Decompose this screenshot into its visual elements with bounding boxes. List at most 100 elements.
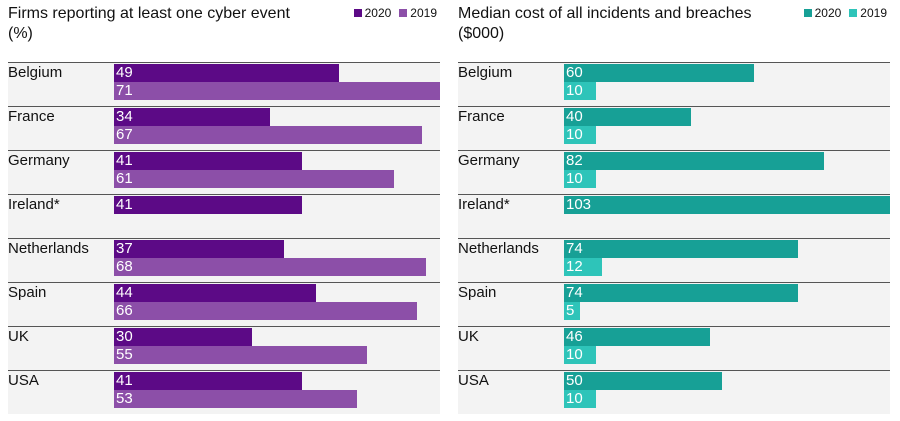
data-label: 10 bbox=[566, 346, 583, 363]
legend-swatch-2019 bbox=[849, 9, 858, 17]
chart-row-germany: Germany 41 61 bbox=[8, 150, 440, 194]
chart-row-usa: USA 41 53 bbox=[8, 370, 440, 414]
data-label: 10 bbox=[566, 390, 583, 407]
bar-2019-uk: 55 bbox=[114, 346, 367, 364]
data-label: 68 bbox=[116, 258, 133, 275]
category-label: USA bbox=[8, 372, 39, 389]
data-label: 10 bbox=[566, 82, 583, 99]
bar-2019-belgium: 71 bbox=[114, 82, 440, 100]
chart-row-germany: Germany 82 10 bbox=[458, 150, 890, 194]
bar-2019-uk: 10 bbox=[564, 346, 596, 364]
category-label: Netherlands bbox=[8, 240, 89, 257]
category-label: Ireland* bbox=[8, 196, 60, 213]
chart-row-spain: Spain 44 66 bbox=[8, 282, 440, 326]
data-label: 37 bbox=[116, 240, 133, 257]
chart-row-ireland: Ireland* 41 bbox=[8, 194, 440, 238]
data-label: 12 bbox=[566, 258, 583, 275]
data-label: 74 bbox=[566, 240, 583, 257]
chart-row-netherlands: Netherlands 74 12 bbox=[458, 238, 890, 282]
bar-2020-netherlands: 74 bbox=[564, 240, 798, 258]
bar-2019-usa: 10 bbox=[564, 390, 596, 408]
chart-title: Median cost of all incidents and breache… bbox=[458, 5, 752, 42]
bar-2020-uk: 46 bbox=[564, 328, 710, 346]
bar-2020-ireland: 103 bbox=[564, 196, 890, 214]
legend-swatch-2020 bbox=[353, 9, 362, 17]
bar-2020-usa: 41 bbox=[114, 372, 302, 390]
data-label: 46 bbox=[566, 328, 583, 345]
data-label: 60 bbox=[566, 64, 583, 81]
chart-panel-2: Median cost of all incidents and breache… bbox=[458, 0, 890, 421]
category-label: Spain bbox=[458, 284, 497, 301]
data-label: 50 bbox=[566, 372, 583, 389]
data-label: 103 bbox=[566, 196, 592, 213]
category-label: UK bbox=[8, 328, 29, 345]
data-label: 61 bbox=[116, 170, 133, 187]
data-label: 10 bbox=[566, 126, 583, 143]
bar-2020-usa: 50 bbox=[564, 372, 722, 390]
category-label: USA bbox=[458, 372, 489, 389]
bar-2019-germany: 10 bbox=[564, 170, 596, 188]
data-label: 30 bbox=[116, 328, 133, 345]
chart-row-france: France 34 67 bbox=[8, 106, 440, 150]
chart-row-netherlands: Netherlands 37 68 bbox=[8, 238, 440, 282]
bar-2020-germany: 41 bbox=[114, 152, 302, 170]
chart-row-ireland: Ireland* 103 bbox=[458, 194, 890, 238]
data-label: 44 bbox=[116, 284, 133, 301]
bar-2019-belgium: 10 bbox=[564, 82, 596, 100]
category-label: Belgium bbox=[8, 64, 63, 81]
bar-2019-netherlands: 68 bbox=[114, 258, 426, 276]
category-label: France bbox=[8, 108, 55, 125]
bar-2019-spain: 5 bbox=[564, 302, 580, 320]
data-label: 49 bbox=[116, 64, 133, 81]
bar-2020-germany: 82 bbox=[564, 152, 824, 170]
data-label: 66 bbox=[116, 302, 133, 319]
legend-label-2020: 2020 bbox=[814, 6, 842, 20]
bar-2019-france: 10 bbox=[564, 126, 596, 144]
bar-2019-netherlands: 12 bbox=[564, 258, 602, 276]
bar-2020-spain: 74 bbox=[564, 284, 798, 302]
bar-2019-france: 67 bbox=[114, 126, 422, 144]
data-label: 40 bbox=[566, 108, 583, 125]
category-label: Netherlands bbox=[458, 240, 539, 257]
category-label: Ireland* bbox=[458, 196, 510, 213]
bar-2019-germany: 61 bbox=[114, 170, 394, 188]
bar-2020-france: 40 bbox=[564, 108, 691, 126]
category-label: Germany bbox=[458, 152, 520, 169]
data-label: 41 bbox=[116, 152, 133, 169]
bar-2020-belgium: 60 bbox=[564, 64, 754, 82]
chart-row-belgium: Belgium 49 71 bbox=[8, 62, 440, 106]
chart-title: Firms reporting at least one cyber event… bbox=[8, 5, 290, 42]
chart-row-belgium: Belgium 60 10 bbox=[458, 62, 890, 106]
data-label: 53 bbox=[116, 390, 133, 407]
chart-legend: 2020 2019 bbox=[802, 6, 890, 20]
category-label: Germany bbox=[8, 152, 70, 169]
data-label: 10 bbox=[566, 170, 583, 187]
legend-swatch-2020 bbox=[803, 9, 812, 17]
data-label: 82 bbox=[566, 152, 583, 169]
category-label: UK bbox=[458, 328, 479, 345]
chart-row-usa: USA 50 10 bbox=[458, 370, 890, 414]
bar-2020-belgium: 49 bbox=[114, 64, 339, 82]
chart-panel-1: Firms reporting at least one cyber event… bbox=[8, 0, 440, 421]
data-label: 67 bbox=[116, 126, 133, 143]
bar-2020-spain: 44 bbox=[114, 284, 316, 302]
bar-2019-usa: 53 bbox=[114, 390, 357, 408]
legend-label-2020: 2020 bbox=[364, 6, 392, 20]
data-label: 34 bbox=[116, 108, 133, 125]
data-label: 41 bbox=[116, 196, 133, 213]
bar-2019-spain: 66 bbox=[114, 302, 417, 320]
bar-2020-france: 34 bbox=[114, 108, 270, 126]
legend-label-2019: 2019 bbox=[860, 6, 887, 20]
data-label: 41 bbox=[116, 372, 133, 389]
bar-2020-netherlands: 37 bbox=[114, 240, 284, 258]
chart-row-uk: UK 30 55 bbox=[8, 326, 440, 370]
category-label: France bbox=[458, 108, 505, 125]
chart-row-uk: UK 46 10 bbox=[458, 326, 890, 370]
chart-legend: 2020 2019 bbox=[352, 6, 440, 20]
legend-swatch-2019 bbox=[399, 9, 408, 17]
chart-row-spain: Spain 74 5 bbox=[458, 282, 890, 326]
chart-row-france: France 40 10 bbox=[458, 106, 890, 150]
data-label: 71 bbox=[116, 82, 133, 99]
category-label: Belgium bbox=[458, 64, 513, 81]
category-label: Spain bbox=[8, 284, 47, 301]
